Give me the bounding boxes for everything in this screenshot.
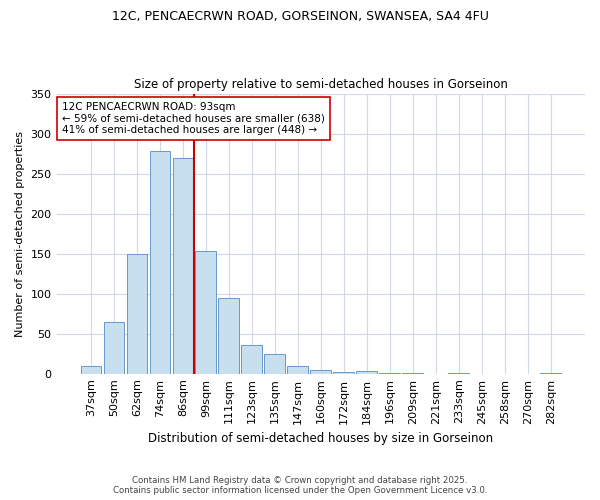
Y-axis label: Number of semi-detached properties: Number of semi-detached properties: [15, 130, 25, 336]
Bar: [173, 158, 193, 374]
Bar: [196, 251, 216, 374]
Bar: [265, 354, 285, 374]
Bar: [448, 373, 469, 374]
Bar: [334, 372, 354, 374]
Bar: [218, 298, 239, 374]
Text: Contains HM Land Registry data © Crown copyright and database right 2025.
Contai: Contains HM Land Registry data © Crown c…: [113, 476, 487, 495]
Bar: [310, 370, 331, 374]
Bar: [379, 373, 400, 374]
Bar: [403, 373, 423, 374]
Bar: [149, 151, 170, 374]
Title: Size of property relative to semi-detached houses in Gorseinon: Size of property relative to semi-detach…: [134, 78, 508, 91]
Bar: [80, 366, 101, 374]
Bar: [241, 345, 262, 374]
Bar: [104, 322, 124, 374]
Text: 12C, PENCAECRWN ROAD, GORSEINON, SWANSEA, SA4 4FU: 12C, PENCAECRWN ROAD, GORSEINON, SWANSEA…: [112, 10, 488, 23]
Text: 12C PENCAECRWN ROAD: 93sqm
← 59% of semi-detached houses are smaller (638)
41% o: 12C PENCAECRWN ROAD: 93sqm ← 59% of semi…: [62, 102, 325, 135]
X-axis label: Distribution of semi-detached houses by size in Gorseinon: Distribution of semi-detached houses by …: [148, 432, 493, 445]
Bar: [540, 373, 561, 374]
Bar: [287, 366, 308, 374]
Bar: [356, 372, 377, 374]
Bar: [127, 254, 147, 374]
